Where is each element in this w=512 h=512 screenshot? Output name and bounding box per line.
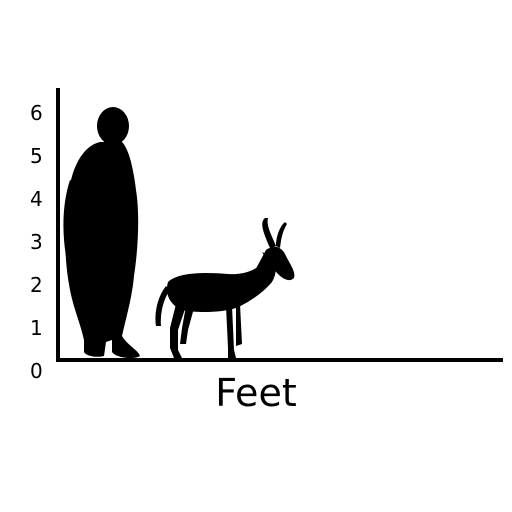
antelope-silhouette xyxy=(155,218,295,358)
tick-label-5: 5 xyxy=(30,144,43,168)
tick-label-2: 2 xyxy=(30,273,43,297)
human-silhouette xyxy=(63,107,140,359)
tick-label-4: 4 xyxy=(30,187,43,211)
unit-label: Feet xyxy=(215,371,296,415)
tick-label-1: 1 xyxy=(30,316,43,340)
tick-label-3: 3 xyxy=(30,230,43,254)
tick-label-0: 0 xyxy=(30,359,43,383)
tick-labels: 0 1 2 3 4 5 6 xyxy=(30,101,43,383)
tick-label-6: 6 xyxy=(30,101,43,125)
